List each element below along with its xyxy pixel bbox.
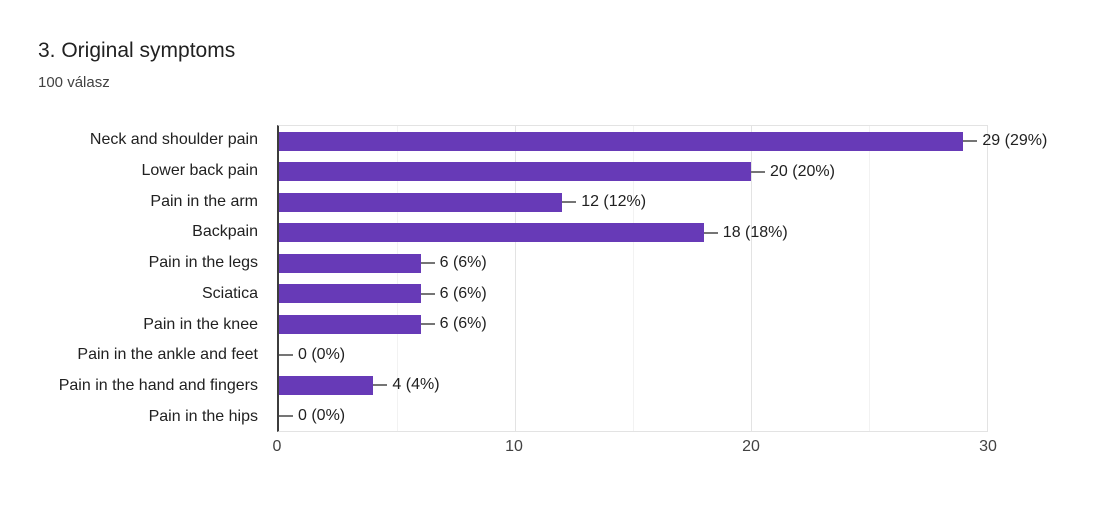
minor-gridline — [633, 126, 634, 431]
minor-gridline — [869, 126, 870, 431]
minor-gridline — [397, 126, 398, 431]
x-tick-label: 20 — [742, 438, 760, 455]
category-label: Pain in the hips — [148, 407, 258, 425]
connector-line — [420, 292, 435, 295]
x-tick-label: 0 — [272, 438, 282, 455]
x-axis-tick-labels: 0 10 20 30 — [273, 438, 997, 458]
bar-row: 12 (12%) — [279, 187, 987, 218]
bar-row: 20 (20%) — [279, 157, 987, 188]
bar — [279, 223, 704, 243]
bar — [279, 192, 563, 212]
value-label: 6 (6%) — [439, 254, 487, 272]
gridlines — [279, 126, 987, 431]
bar — [279, 314, 421, 334]
category-label: Pain in the knee — [143, 315, 258, 333]
connector-line — [751, 170, 765, 173]
x-tick-label: 30 — [979, 438, 997, 455]
x-tick-label: 10 — [505, 438, 523, 455]
plot-area: 29 (29%) 20 (20%) 12 (12%) 18 (18%) 6 (6%) 6 … — [277, 125, 1047, 432]
value-label: 6 (6%) — [439, 315, 487, 333]
category-label-column: Neck and shoulder pain Lower back pain Pai… — [0, 125, 258, 432]
value-label: 18 (18%) — [722, 223, 788, 241]
bar-row: 6 (6%) — [279, 248, 987, 279]
category-label: Sciatica — [201, 284, 258, 302]
category-label: Pain in the hand and fingers — [58, 376, 258, 394]
value-label: 4 (4%) — [392, 376, 440, 394]
value-label: 0 (0%) — [298, 345, 346, 363]
bar-row: 6 (6%) — [279, 279, 987, 310]
category-label: Pain in the arm — [150, 192, 258, 210]
bar-row: 29 (29%) — [279, 126, 1047, 157]
category-label: Lower back pain — [141, 162, 258, 180]
response-count: 100 válasz — [38, 74, 110, 91]
bar-row: 18 (18%) — [279, 218, 987, 249]
bar-row: 6 (6%) — [279, 309, 987, 340]
connector-line — [703, 231, 718, 234]
major-gridline — [515, 126, 516, 431]
bar-row: 4 (4%) — [279, 370, 987, 401]
bar — [279, 284, 421, 304]
connector-line — [373, 384, 388, 387]
bar — [279, 131, 964, 151]
value-label: 0 (0%) — [298, 406, 346, 424]
value-label: 20 (20%) — [770, 162, 835, 180]
bar — [279, 375, 374, 395]
category-label: Pain in the ankle and feet — [77, 346, 258, 364]
connector-line — [279, 414, 293, 417]
category-label: Neck and shoulder pain — [89, 131, 258, 149]
connector-line — [562, 201, 577, 204]
connector-line — [420, 323, 435, 326]
chart-title: 3. Original symptoms — [38, 39, 236, 62]
category-label: Pain in the legs — [148, 254, 258, 272]
category-label: Backpain — [192, 223, 258, 241]
connector-line — [963, 140, 978, 143]
bar-row: 0 (0%) — [279, 401, 987, 432]
bar — [279, 253, 421, 273]
bar-row: 0 (0%) — [279, 340, 987, 371]
bars: 29 (29%) 20 (20%) 12 (12%) 18 (18%) 6 (6%) 6 … — [279, 126, 1047, 432]
connector-line — [279, 353, 293, 356]
value-label: 6 (6%) — [439, 284, 487, 302]
major-gridline — [751, 126, 752, 431]
bar — [279, 162, 751, 182]
value-label: 12 (12%) — [581, 193, 647, 211]
value-label: 29 (29%) — [982, 132, 1048, 150]
connector-line — [420, 262, 435, 265]
